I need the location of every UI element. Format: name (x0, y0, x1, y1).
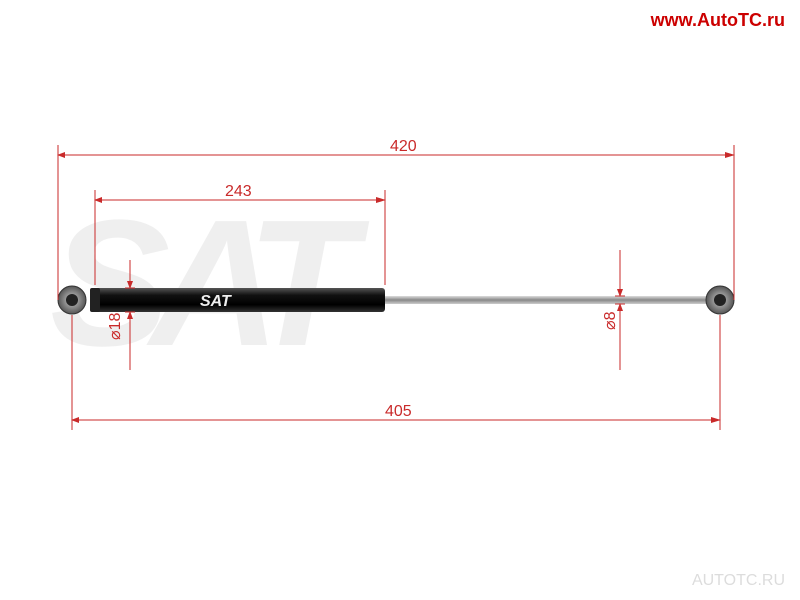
dim-center-length: 405 (385, 403, 412, 421)
strut-body (95, 288, 385, 312)
strut-endcap-left (90, 288, 100, 312)
dim-body-length: 243 (225, 183, 252, 201)
strut-left-eye-hole (66, 294, 78, 306)
dim-body-diameter: ⌀18 (105, 313, 125, 340)
dim-total-length: 420 (390, 138, 417, 156)
gas-strut-diagram: SAT (0, 0, 800, 600)
dimension-lines (58, 145, 734, 430)
diagram-svg: SAT (0, 0, 800, 600)
strut-rod (380, 296, 710, 304)
strut-right-eye-hole (714, 294, 726, 306)
strut-body-logo: SAT (200, 293, 232, 310)
dim-rod-diameter: ⌀8 (600, 311, 620, 330)
